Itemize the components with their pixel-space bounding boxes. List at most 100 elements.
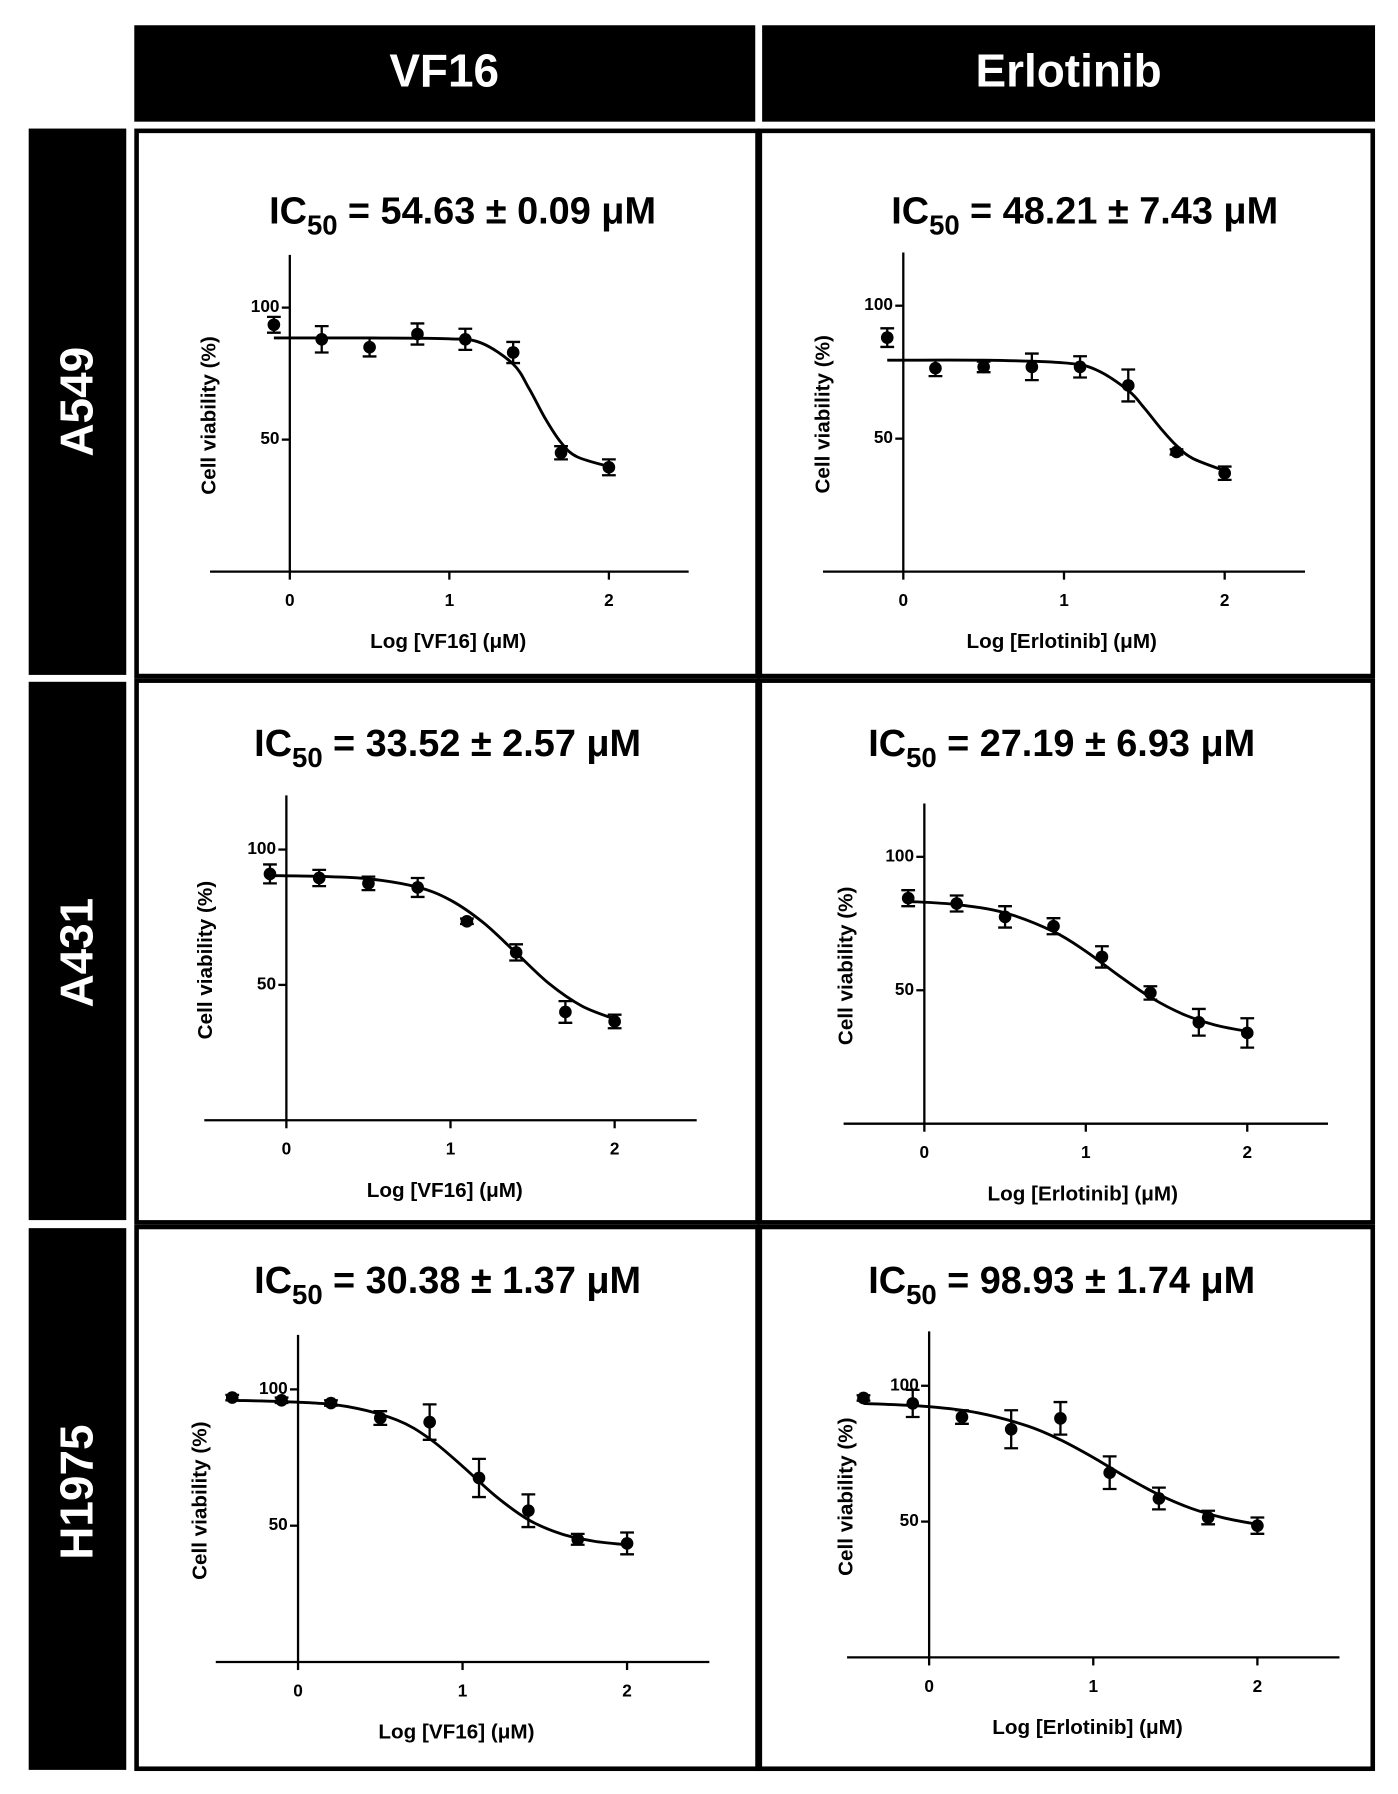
x-tick-label: 1 xyxy=(1088,1676,1098,1696)
y-tick-label: 100 xyxy=(251,296,280,316)
title-main: IC xyxy=(254,723,292,765)
data-point xyxy=(608,1015,621,1028)
column-header-box xyxy=(762,25,1376,122)
title-subscript: 50 xyxy=(906,742,937,773)
x-tick-label: 0 xyxy=(293,1680,303,1700)
y-tick-label: 50 xyxy=(269,1514,288,1534)
data-point xyxy=(602,461,616,474)
data-point xyxy=(1152,1492,1166,1505)
data-point xyxy=(1073,360,1087,374)
y-tick-label: 50 xyxy=(260,428,279,448)
title-rest: = 54.63 ± 0.09 μM xyxy=(348,190,656,232)
x-tick-label: 2 xyxy=(622,1680,632,1700)
x-axis-label: Log [VF16] (μM) xyxy=(367,1179,523,1202)
x-axis-label: Log [Erlotinib] (μM) xyxy=(966,630,1156,653)
data-point xyxy=(460,914,474,928)
x-tick-label: 0 xyxy=(282,1139,292,1159)
row-header: A431 xyxy=(50,898,102,1008)
data-point xyxy=(1192,1015,1206,1029)
x-axis-label: Log [Erlotinib] (μM) xyxy=(992,1716,1182,1739)
x-tick-label: 2 xyxy=(1253,1676,1263,1696)
data-point xyxy=(1047,919,1060,933)
panel-borders xyxy=(134,128,1376,1772)
y-tick-label: 100 xyxy=(864,294,893,314)
y-tick-label: 50 xyxy=(874,427,893,447)
data-point xyxy=(458,332,472,346)
data-point xyxy=(1144,986,1157,1000)
data-point xyxy=(363,340,376,354)
chart-title: IC50 = 30.38 ± 1.37 μM xyxy=(254,1260,641,1310)
title-rest: = 98.93 ± 1.74 μM xyxy=(947,1260,1255,1302)
y-axis-label: Cell viability (%) xyxy=(835,887,858,1045)
data-point xyxy=(423,1415,436,1429)
data-point xyxy=(554,446,568,460)
x-tick-label: 1 xyxy=(1081,1142,1091,1162)
data-point xyxy=(472,1471,486,1485)
data-point xyxy=(506,346,520,359)
data-point xyxy=(955,1410,969,1424)
title-subscript: 50 xyxy=(292,742,323,773)
title-rest: = 48.21 ± 7.43 μM xyxy=(970,190,1278,232)
data-point xyxy=(1121,379,1135,392)
title-subscript: 50 xyxy=(307,210,338,241)
chart-title: IC50 = 48.21 ± 7.43 μM xyxy=(891,190,1278,240)
chart-title: IC50 = 27.19 ± 6.93 μM xyxy=(868,723,1255,773)
row-header-box xyxy=(28,681,127,1221)
x-axis-label: Log [Erlotinib] (μM) xyxy=(988,1182,1178,1205)
x-tick-label: 1 xyxy=(445,590,455,610)
title-rest: = 27.19 ± 6.93 μM xyxy=(947,723,1255,765)
y-axis-label: Cell viability (%) xyxy=(194,881,217,1039)
title-main: IC xyxy=(254,1260,292,1302)
y-tick-label: 100 xyxy=(247,838,276,858)
data-point xyxy=(1025,360,1039,374)
data-point xyxy=(950,897,963,910)
title-main: IC xyxy=(868,723,906,765)
y-axis-label: Cell viability (%) xyxy=(835,1418,858,1576)
row-header: A549 xyxy=(50,347,102,457)
data-point xyxy=(1103,1466,1116,1480)
chart-title: IC50 = 98.93 ± 1.74 μM xyxy=(868,1260,1255,1310)
x-axis-label: Log [VF16] (μM) xyxy=(370,630,526,653)
data-point xyxy=(267,318,281,332)
x-axis-label: Log [VF16] (μM) xyxy=(378,1721,534,1744)
panel-border xyxy=(757,1224,1376,1772)
data-point xyxy=(1240,1026,1254,1040)
title-subscript: 50 xyxy=(929,210,960,241)
y-axis-label: Cell viability (%) xyxy=(188,1422,211,1580)
y-axis-label: Cell viability (%) xyxy=(812,335,835,493)
data-point xyxy=(411,881,424,894)
panel-border xyxy=(757,678,1376,1225)
x-tick-label: 2 xyxy=(604,590,614,610)
row-header: H1975 xyxy=(50,1424,102,1559)
x-tick-label: 2 xyxy=(610,1139,620,1159)
data-point xyxy=(315,332,329,346)
y-tick-label: 100 xyxy=(885,845,914,865)
data-point xyxy=(1251,1519,1264,1532)
data-point xyxy=(411,327,424,341)
fit-curve xyxy=(269,874,616,1021)
data-point xyxy=(1004,1422,1018,1436)
title-rest: = 30.38 ± 1.37 μM xyxy=(333,1260,641,1302)
data-point xyxy=(998,910,1012,924)
data-point xyxy=(1054,1412,1067,1425)
data-point xyxy=(559,1005,572,1019)
x-tick-label: 0 xyxy=(285,590,295,610)
data-point xyxy=(522,1504,535,1518)
title-rest: = 33.52 ± 2.57 μM xyxy=(333,723,641,765)
data-point xyxy=(857,1391,870,1405)
y-axis-label: Cell viability (%) xyxy=(197,336,220,494)
y-tick-label: 50 xyxy=(900,1510,919,1530)
data-point xyxy=(901,891,915,905)
data-point xyxy=(1218,466,1231,480)
column-header: Erlotinib xyxy=(976,45,1162,97)
row-header-box xyxy=(28,1228,127,1770)
x-tick-label: 0 xyxy=(899,590,909,610)
data-point xyxy=(263,867,277,881)
